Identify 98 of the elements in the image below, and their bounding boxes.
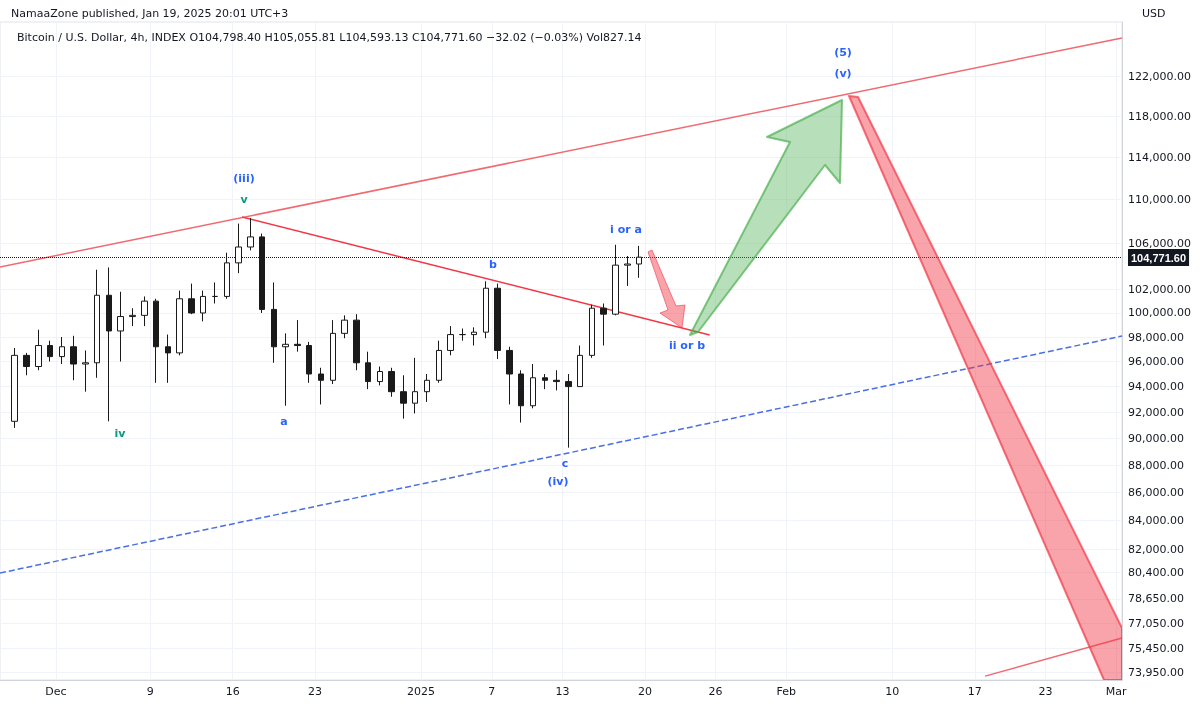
x-tick-label: 16 <box>225 685 240 698</box>
candlestick <box>553 369 560 391</box>
candlestick <box>129 307 136 327</box>
candlestick <box>400 374 407 420</box>
candlestick <box>424 373 430 403</box>
annotation: (iv) <box>547 474 569 488</box>
x-tick-label: 7 <box>488 685 496 698</box>
candlestick <box>141 295 148 327</box>
candlestick <box>353 313 360 371</box>
x-tick-label: Mar <box>1105 685 1127 698</box>
y-tick-label: 122,000.00 <box>1128 69 1191 83</box>
candlestick <box>436 340 442 384</box>
y-tick-label: 73,950.00 <box>1128 665 1184 679</box>
candlestick <box>212 281 218 304</box>
candlestick <box>11 347 18 429</box>
candlestick <box>447 325 454 356</box>
candlestick <box>412 357 418 414</box>
y-tick-label: 106,000.00 <box>1128 237 1191 251</box>
x-tick-label: Dec <box>45 685 67 698</box>
x-tick-label: 26 <box>708 685 723 698</box>
candlestick <box>459 328 466 342</box>
candlestick <box>153 298 159 384</box>
candlestick <box>188 283 195 315</box>
candlestick <box>176 290 183 356</box>
y-tick-label: 118,000.00 <box>1128 109 1191 123</box>
candlestick <box>294 319 301 353</box>
candlestick <box>200 290 206 322</box>
x-tick-label: 23 <box>308 685 323 698</box>
candlestick <box>377 366 383 386</box>
y-tick-label: 110,000.00 <box>1128 193 1191 207</box>
candlestick <box>506 346 513 405</box>
x-tick-label: 10 <box>885 685 900 698</box>
y-tick-label: 100,000.00 <box>1128 306 1191 320</box>
candlestick <box>565 373 572 449</box>
candlestick <box>35 329 42 371</box>
candlestick <box>530 363 536 409</box>
ref-line-label: 104,771.60 <box>1131 251 1187 264</box>
y-tick-label: 86,000.00 <box>1128 485 1184 499</box>
x-tick-label: 9 <box>146 685 154 698</box>
candlestick <box>47 340 53 363</box>
text: Bitcoin / U.S. Dollar, 4h, INDEX O104,798.40 H105,055.81 L104,593.13 C104,771.60 −32.02 (−0.03%) Vol827.14 <box>17 31 642 44</box>
candlestick <box>23 352 30 376</box>
candlestick <box>600 302 607 347</box>
candlestick <box>59 336 65 365</box>
annotation: v <box>240 192 249 206</box>
y-tick-label: 96,000.00 <box>1128 355 1184 369</box>
candlestick <box>82 349 89 393</box>
y-tick-label: 82,000.00 <box>1128 542 1184 556</box>
annotation: i or a <box>610 222 642 236</box>
y-tick-label: 84,000.00 <box>1128 513 1184 527</box>
x-tick-label: 23 <box>1038 685 1053 698</box>
y-tick-label: 77,050.00 <box>1128 616 1184 630</box>
candlestick <box>306 341 312 384</box>
candlestick <box>70 335 77 381</box>
candlestick <box>388 367 395 398</box>
candlestick <box>318 367 324 405</box>
x-tick-label: 20 <box>637 685 652 698</box>
candlestick <box>494 283 501 360</box>
candlestick <box>365 351 371 390</box>
candlestick <box>106 266 112 422</box>
candlestick <box>271 281 277 364</box>
annotation: (iii) <box>233 171 255 185</box>
candlestick <box>483 280 489 339</box>
y-tick-label: 98,000.00 <box>1128 330 1184 344</box>
candlestick <box>165 334 171 384</box>
candlestick <box>589 304 595 359</box>
annotation: a <box>280 414 288 428</box>
candlestick <box>577 345 583 388</box>
x-tick-label: 17 <box>967 685 982 698</box>
y-tick-label: 78,650.00 <box>1128 592 1184 606</box>
y-tick-label: 102,000.00 <box>1128 282 1191 296</box>
y-tick-label: 92,000.00 <box>1128 405 1184 419</box>
x-tick-label: 13 <box>555 685 570 698</box>
candlestick <box>247 217 254 251</box>
y-tick-label: 75,450.00 <box>1128 641 1184 655</box>
chart-subtitle: NamaaZone published, Jan 19, 2025 20:01 UTC+3 <box>11 7 289 20</box>
y-tick-label: 88,000.00 <box>1128 458 1184 472</box>
y-tick-label: 90,000.00 <box>1128 431 1184 445</box>
candlestick <box>341 314 348 339</box>
candlestick <box>542 373 548 390</box>
x-tick-label: 2025 <box>407 685 436 698</box>
annotation: iv <box>114 426 127 440</box>
y-tick-label: 80,400.00 <box>1128 566 1184 580</box>
annotation: (v) <box>834 66 852 80</box>
annotation: b <box>489 257 498 271</box>
candlestick <box>330 319 336 385</box>
annotation: c <box>561 456 569 470</box>
candlestick <box>518 369 524 424</box>
candlestick <box>117 291 124 363</box>
candlestick <box>94 269 100 379</box>
y-axis-title: USD <box>1142 7 1166 20</box>
candlestick <box>282 332 289 407</box>
y-tick-label: 114,000.00 <box>1128 150 1191 164</box>
x-tick-label: Feb <box>776 685 797 698</box>
annotation: (5) <box>834 45 852 59</box>
y-tick-label: 94,000.00 <box>1128 380 1184 394</box>
annotation: ii or b <box>668 338 706 352</box>
candlestick <box>471 326 477 347</box>
